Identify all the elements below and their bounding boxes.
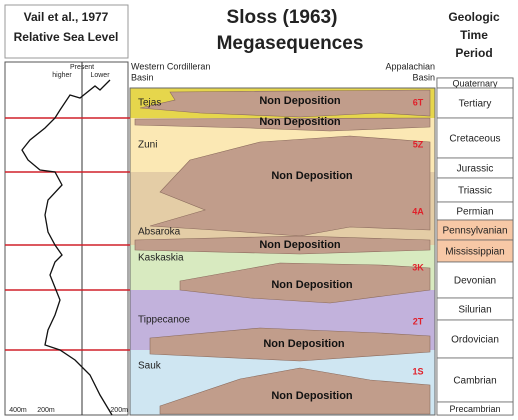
non-deposition-label: Non Deposition: [259, 95, 341, 107]
left-frame: [4, 61, 129, 416]
period-label: Permian: [456, 207, 493, 218]
left-subtitle: Relative Sea Level: [14, 30, 119, 44]
hiatus: [134, 117, 431, 132]
period-cell: [436, 87, 514, 119]
sequence-code: 3K: [412, 262, 424, 272]
hiatus: [159, 367, 431, 415]
left-title: Vail et al., 1977: [24, 10, 109, 24]
period-label: Pennsylvanian: [442, 226, 507, 237]
non-deposition-shapes: [134, 89, 431, 415]
hiatus: [149, 327, 431, 362]
sequence-code: 1S: [412, 366, 423, 376]
non-deposition-label: Non Deposition: [271, 279, 353, 291]
non-deposition-label: Non Deposition: [259, 239, 341, 251]
period-cell: [436, 117, 514, 159]
period-label: Jurassic: [457, 164, 494, 175]
period-cell: [436, 357, 514, 403]
sequence-code: 2T: [413, 316, 424, 326]
sea-level-curve: [21, 79, 113, 416]
sequence-code: 6T: [413, 97, 424, 107]
sequence-code: 4A: [412, 206, 424, 216]
main-title: Sloss (1963): [227, 7, 338, 28]
scale-label: 400m: [9, 407, 27, 414]
left-basin: Western Cordilleran: [131, 61, 210, 71]
period-label: Tertiary: [459, 99, 492, 110]
main-subtitle: Megasequences: [217, 33, 364, 54]
hiatus: [149, 135, 431, 237]
sequence-name: Absaroka: [138, 227, 181, 238]
period-label: Quaternary: [452, 78, 498, 88]
sequence-code: 5Z: [413, 139, 424, 149]
period-label: Precambrian: [449, 404, 500, 414]
hiatus: [134, 235, 431, 255]
period-label: Cambrian: [453, 376, 496, 387]
higher-label: higher: [52, 72, 72, 79]
sequence-name: Kaskaskia: [138, 253, 184, 264]
hiatus: [139, 89, 431, 118]
right-basin: Appalachian: [385, 61, 435, 71]
sequence-name: Sauk: [138, 361, 162, 372]
scale-label: -200m: [108, 407, 128, 414]
lower-label: Lower: [90, 72, 110, 79]
hiatus: [179, 262, 431, 304]
non-deposition-label: Non Deposition: [263, 338, 345, 350]
period-header: Geologic: [448, 10, 500, 24]
boundary-lines: [5, 117, 130, 351]
present-label: Present: [70, 64, 94, 71]
period-cell: [436, 261, 514, 299]
period-label: Devonian: [454, 276, 496, 287]
period-cell: [436, 319, 514, 359]
non-deposition-label: Non Deposition: [271, 390, 353, 402]
left-header-box: [4, 4, 129, 59]
right-basin: Basin: [412, 72, 435, 82]
non-deposition-label: Non Deposition: [271, 170, 353, 182]
sequence-name: Tippecanoe: [138, 315, 190, 326]
period-header: Period: [455, 46, 492, 60]
period-header: Time: [460, 28, 488, 42]
period-label: Mississippian: [445, 247, 504, 258]
center-frame: [129, 87, 436, 416]
non-deposition-label: Non Deposition: [259, 116, 341, 128]
sequence-name: Tejas: [138, 98, 161, 109]
left-basin: Basin: [131, 72, 154, 82]
period-cell: [436, 401, 514, 416]
period-cell: [436, 177, 514, 203]
period-label: Silurian: [458, 305, 491, 316]
period-label: Ordovician: [451, 335, 499, 346]
sequence-name: Zuni: [138, 140, 157, 151]
scale-label: 200m: [37, 407, 55, 414]
period-label: Cretaceous: [449, 134, 500, 145]
period-label: Triassic: [458, 186, 492, 197]
